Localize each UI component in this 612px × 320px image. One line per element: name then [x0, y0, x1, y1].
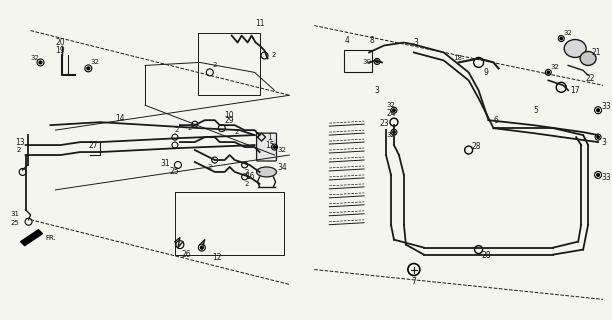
Text: 2: 2: [175, 127, 179, 133]
Text: 32: 32: [31, 55, 39, 61]
Text: 30-: 30-: [362, 60, 373, 65]
Text: 7: 7: [411, 277, 416, 286]
Circle shape: [597, 136, 599, 138]
Text: 2: 2: [208, 164, 212, 170]
Text: 5: 5: [533, 106, 538, 115]
Text: 8: 8: [369, 36, 374, 45]
Circle shape: [274, 146, 275, 148]
Ellipse shape: [580, 52, 596, 65]
Circle shape: [560, 37, 562, 40]
Text: 12: 12: [212, 253, 222, 262]
Text: 32: 32: [277, 147, 286, 153]
Bar: [344, 51, 372, 72]
Circle shape: [39, 61, 42, 64]
Text: 11: 11: [256, 19, 265, 28]
Text: 14: 14: [115, 114, 125, 123]
Text: 19: 19: [56, 46, 65, 55]
Text: 25: 25: [170, 167, 179, 176]
Text: 24: 24: [386, 109, 395, 118]
Text: 2: 2: [234, 129, 239, 135]
Text: 32: 32: [386, 132, 395, 138]
Text: 17: 17: [570, 86, 580, 95]
Text: 4: 4: [344, 36, 349, 45]
Ellipse shape: [256, 167, 277, 177]
Text: 32: 32: [386, 102, 395, 108]
Text: 34: 34: [277, 164, 287, 172]
Text: 2: 2: [188, 125, 192, 131]
Text: 2: 2: [272, 52, 276, 59]
Text: 31: 31: [10, 211, 20, 217]
Text: 2: 2: [245, 181, 249, 187]
Text: 29: 29: [225, 116, 234, 125]
Text: 23: 23: [379, 119, 389, 128]
Circle shape: [597, 109, 600, 112]
FancyBboxPatch shape: [256, 133, 277, 161]
Ellipse shape: [564, 40, 586, 58]
Text: 27: 27: [88, 140, 98, 149]
Circle shape: [376, 60, 378, 63]
Text: 21: 21: [591, 48, 600, 57]
Text: 18-: 18-: [453, 55, 465, 61]
Text: 13: 13: [16, 138, 25, 147]
Text: 6: 6: [493, 116, 498, 125]
Text: 32: 32: [91, 60, 99, 65]
Text: 2: 2: [213, 62, 217, 68]
Text: 32: 32: [550, 64, 559, 70]
Text: FR.: FR.: [45, 235, 56, 241]
Text: 3: 3: [601, 138, 606, 147]
Text: 2: 2: [17, 147, 21, 153]
Text: 10: 10: [224, 111, 233, 120]
Text: 26: 26: [182, 250, 192, 259]
Circle shape: [87, 67, 90, 70]
Circle shape: [547, 71, 550, 74]
Text: 33: 33: [601, 173, 611, 182]
Text: 33: 33: [601, 102, 611, 111]
Text: 28: 28: [472, 141, 481, 151]
Text: 15: 15: [266, 140, 275, 149]
Text: 9: 9: [483, 68, 488, 77]
Polygon shape: [21, 230, 42, 246]
Text: 3: 3: [374, 86, 379, 95]
Text: 20: 20: [56, 38, 65, 47]
Text: 1: 1: [267, 132, 272, 142]
Circle shape: [393, 109, 395, 111]
Circle shape: [597, 173, 600, 176]
Text: 2: 2: [245, 169, 249, 175]
Circle shape: [393, 131, 395, 133]
Text: 32: 32: [563, 29, 572, 36]
Text: 16: 16: [245, 172, 255, 181]
Text: 25: 25: [10, 220, 20, 226]
Circle shape: [200, 246, 203, 249]
Text: 22: 22: [585, 74, 595, 83]
Text: 31: 31: [160, 159, 170, 169]
Text: 3: 3: [414, 38, 419, 47]
Text: 28: 28: [482, 251, 491, 260]
